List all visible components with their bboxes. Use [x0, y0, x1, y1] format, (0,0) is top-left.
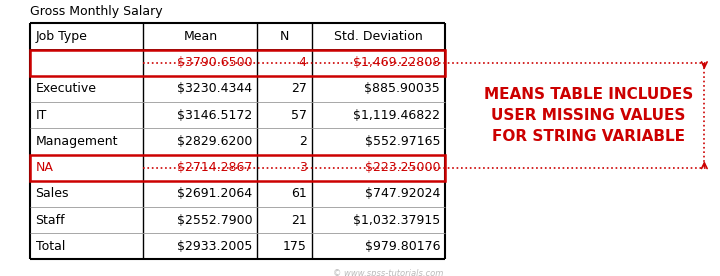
Text: $2552.7900: $2552.7900 — [176, 214, 252, 227]
Text: $885.90035: $885.90035 — [364, 83, 440, 95]
Text: $2933.2005: $2933.2005 — [177, 240, 252, 253]
Text: NA: NA — [35, 161, 53, 174]
Text: Sales: Sales — [35, 187, 69, 200]
Text: $979.80176: $979.80176 — [365, 240, 440, 253]
Text: $3790.6500: $3790.6500 — [176, 56, 252, 69]
Text: IT: IT — [35, 109, 47, 122]
Text: Job Type: Job Type — [35, 30, 88, 43]
Text: $3146.5172: $3146.5172 — [177, 109, 252, 122]
Text: $2714.2867: $2714.2867 — [177, 161, 252, 174]
Text: $2691.2064: $2691.2064 — [177, 187, 252, 200]
Text: $552.97165: $552.97165 — [365, 135, 440, 148]
Text: Management: Management — [35, 135, 118, 148]
Text: $1,469.22808: $1,469.22808 — [353, 56, 440, 69]
Text: 57: 57 — [291, 109, 307, 122]
Text: $3230.4344: $3230.4344 — [177, 83, 252, 95]
Text: 61: 61 — [291, 187, 307, 200]
Text: MEANS TABLE INCLUDES
USER MISSING VALUES
FOR STRING VARIABLE: MEANS TABLE INCLUDES USER MISSING VALUES… — [484, 87, 693, 144]
Text: 175: 175 — [283, 240, 307, 253]
Text: 27: 27 — [291, 83, 307, 95]
Text: N: N — [279, 30, 289, 43]
Text: 3: 3 — [299, 161, 307, 174]
Text: $1,032.37915: $1,032.37915 — [353, 214, 440, 227]
Text: Total: Total — [35, 240, 65, 253]
Text: © www.spss-tutorials.com: © www.spss-tutorials.com — [333, 269, 444, 276]
Text: Gross Monthly Salary: Gross Monthly Salary — [30, 5, 162, 18]
Text: Mean: Mean — [184, 30, 217, 43]
Text: $1,119.46822: $1,119.46822 — [354, 109, 440, 122]
Text: $747.92024: $747.92024 — [365, 187, 440, 200]
Text: 2: 2 — [299, 135, 307, 148]
Text: $223.25000: $223.25000 — [365, 161, 440, 174]
Text: $2829.6200: $2829.6200 — [177, 135, 252, 148]
Text: Staff: Staff — [35, 214, 66, 227]
Text: 21: 21 — [291, 214, 307, 227]
Text: Std. Deviation: Std. Deviation — [334, 30, 423, 43]
Text: Executive: Executive — [35, 83, 96, 95]
Text: 4: 4 — [299, 56, 307, 69]
